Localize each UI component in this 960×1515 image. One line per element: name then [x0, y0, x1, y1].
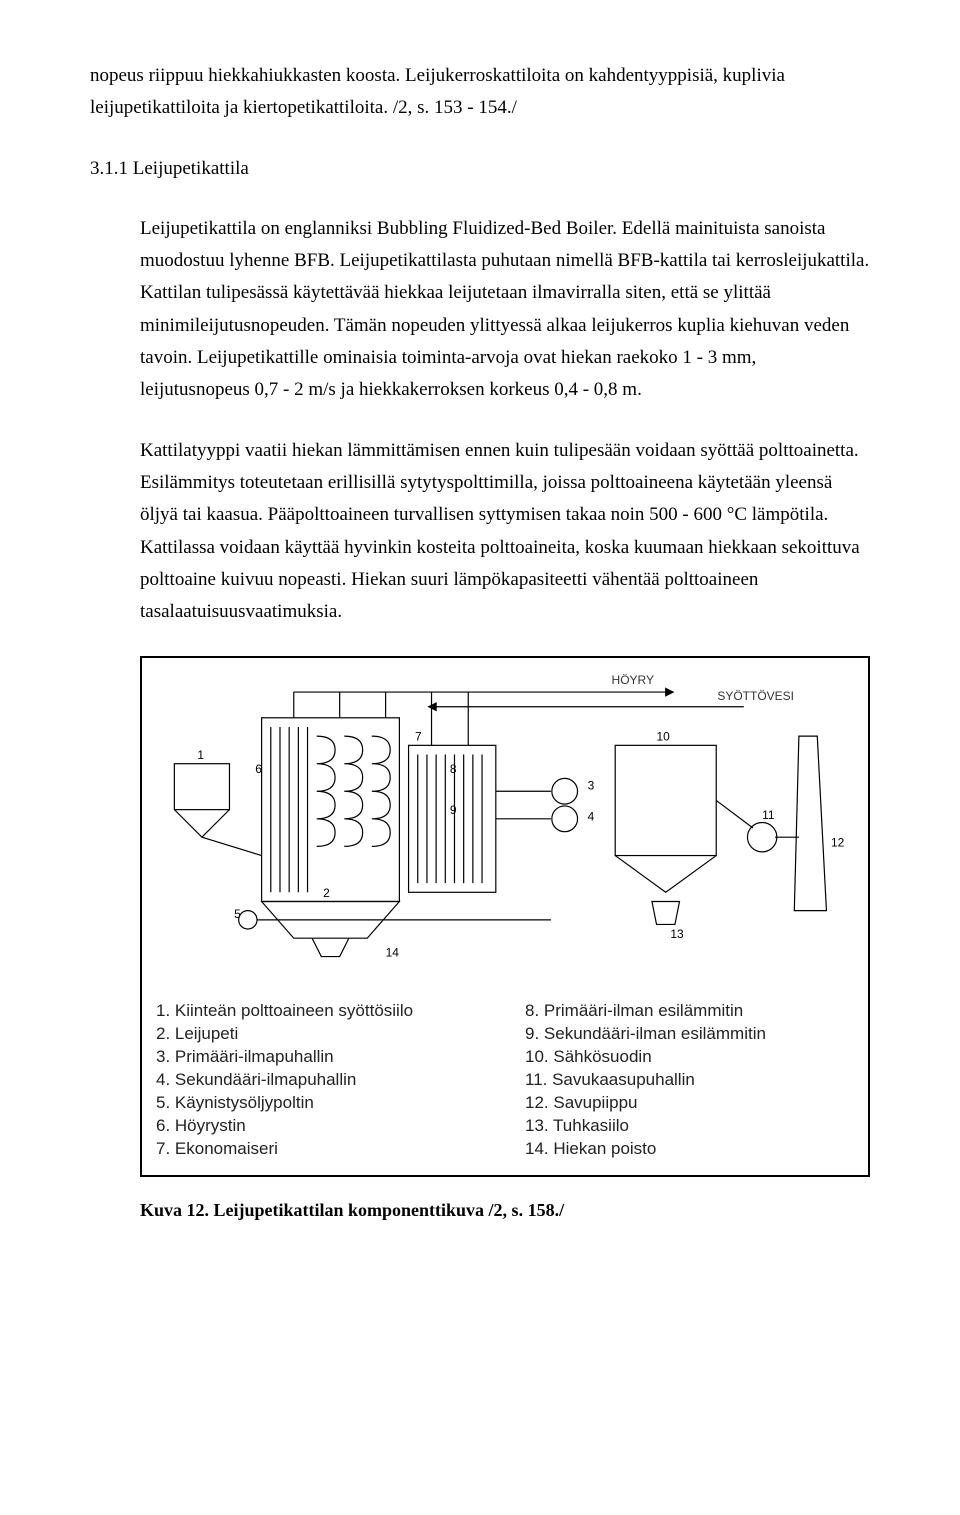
svg-text:5: 5: [234, 907, 241, 921]
svg-text:1: 1: [197, 749, 204, 763]
boiler-schematic-svg: 1 2 3 4 5 6 7 8 9 10 11 12 13 14: [156, 668, 854, 988]
figure-caption: Kuva 12. Leijupetikattilan komponenttiku…: [140, 1195, 870, 1226]
svg-text:3: 3: [588, 779, 595, 793]
legend-item: 4. Sekundääri-ilmapuhallin: [156, 1069, 485, 1092]
svg-text:2: 2: [323, 886, 330, 900]
paragraph-2: Leijupetikattila on englanniksi Bubbling…: [140, 213, 870, 407]
legend-item: 12. Savupiippu: [525, 1092, 854, 1115]
boiler-diagram: HÖYRY SYÖTTÖVESI: [156, 668, 854, 988]
indented-content: Leijupetikattila on englanniksi Bubbling…: [140, 213, 870, 1226]
svg-text:13: 13: [670, 928, 684, 942]
legend-right-column: 8. Primääri-ilman esilämmitin 9. Sekundä…: [525, 1000, 854, 1161]
legend-item: 3. Primääri-ilmapuhallin: [156, 1046, 485, 1069]
svg-text:9: 9: [450, 804, 457, 818]
legend-item: 10. Sähkösuodin: [525, 1046, 854, 1069]
figure-legend: 1. Kiinteän polttoaineen syöttösiilo 2. …: [156, 1000, 854, 1161]
diagram-label-syottovesi: SYÖTTÖVESI: [717, 686, 794, 706]
svg-text:4: 4: [588, 810, 595, 824]
legend-item: 14. Hiekan poisto: [525, 1138, 854, 1161]
svg-text:6: 6: [255, 762, 262, 776]
figure-box: HÖYRY SYÖTTÖVESI: [140, 656, 870, 1177]
paragraph-3: Kattilatyyppi vaatii hiekan lämmittämise…: [140, 435, 870, 629]
svg-text:11: 11: [762, 808, 775, 822]
legend-item: 9. Sekundääri-ilman esilämmitin: [525, 1023, 854, 1046]
svg-text:8: 8: [450, 762, 457, 776]
legend-item: 5. Käynistysöljypoltin: [156, 1092, 485, 1115]
svg-text:14: 14: [386, 946, 400, 960]
legend-item: 6. Höyrystin: [156, 1115, 485, 1138]
legend-item: 11. Savukaasupuhallin: [525, 1069, 854, 1092]
caption-text: Kuva 12. Leijupetikattilan komponenttiku…: [140, 1200, 564, 1220]
svg-text:12: 12: [831, 836, 845, 850]
svg-text:7: 7: [415, 730, 422, 744]
legend-item: 13. Tuhkasiilo: [525, 1115, 854, 1138]
svg-text:10: 10: [657, 730, 671, 744]
legend-item: 1. Kiinteän polttoaineen syöttösiilo: [156, 1000, 485, 1023]
legend-left-column: 1. Kiinteän polttoaineen syöttösiilo 2. …: [156, 1000, 485, 1161]
section-heading: 3.1.1 Leijupetikattila: [90, 153, 870, 185]
legend-item: 8. Primääri-ilman esilämmitin: [525, 1000, 854, 1023]
legend-item: 7. Ekonomaiseri: [156, 1138, 485, 1161]
legend-item: 2. Leijupeti: [156, 1023, 485, 1046]
paragraph-intro: nopeus riippuu hiekkahiukkasten koosta. …: [90, 60, 870, 125]
diagram-label-hoyry: HÖYRY: [612, 670, 654, 690]
